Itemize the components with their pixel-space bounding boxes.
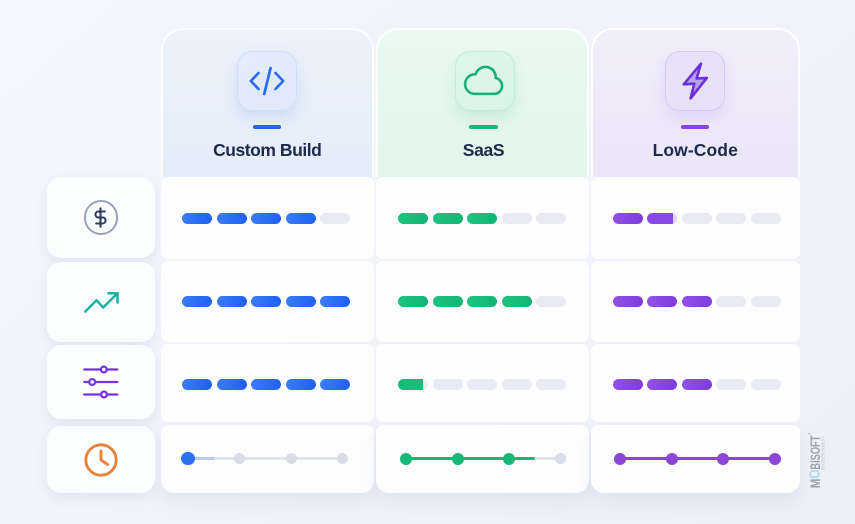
svg-text:’: ’	[808, 433, 815, 435]
svg-text:M: M	[808, 479, 823, 489]
svg-text:BISOFT: BISOFT	[808, 435, 823, 469]
svg-text:DISCOVER MOBILITY: DISCOVER MOBILITY	[821, 436, 826, 470]
